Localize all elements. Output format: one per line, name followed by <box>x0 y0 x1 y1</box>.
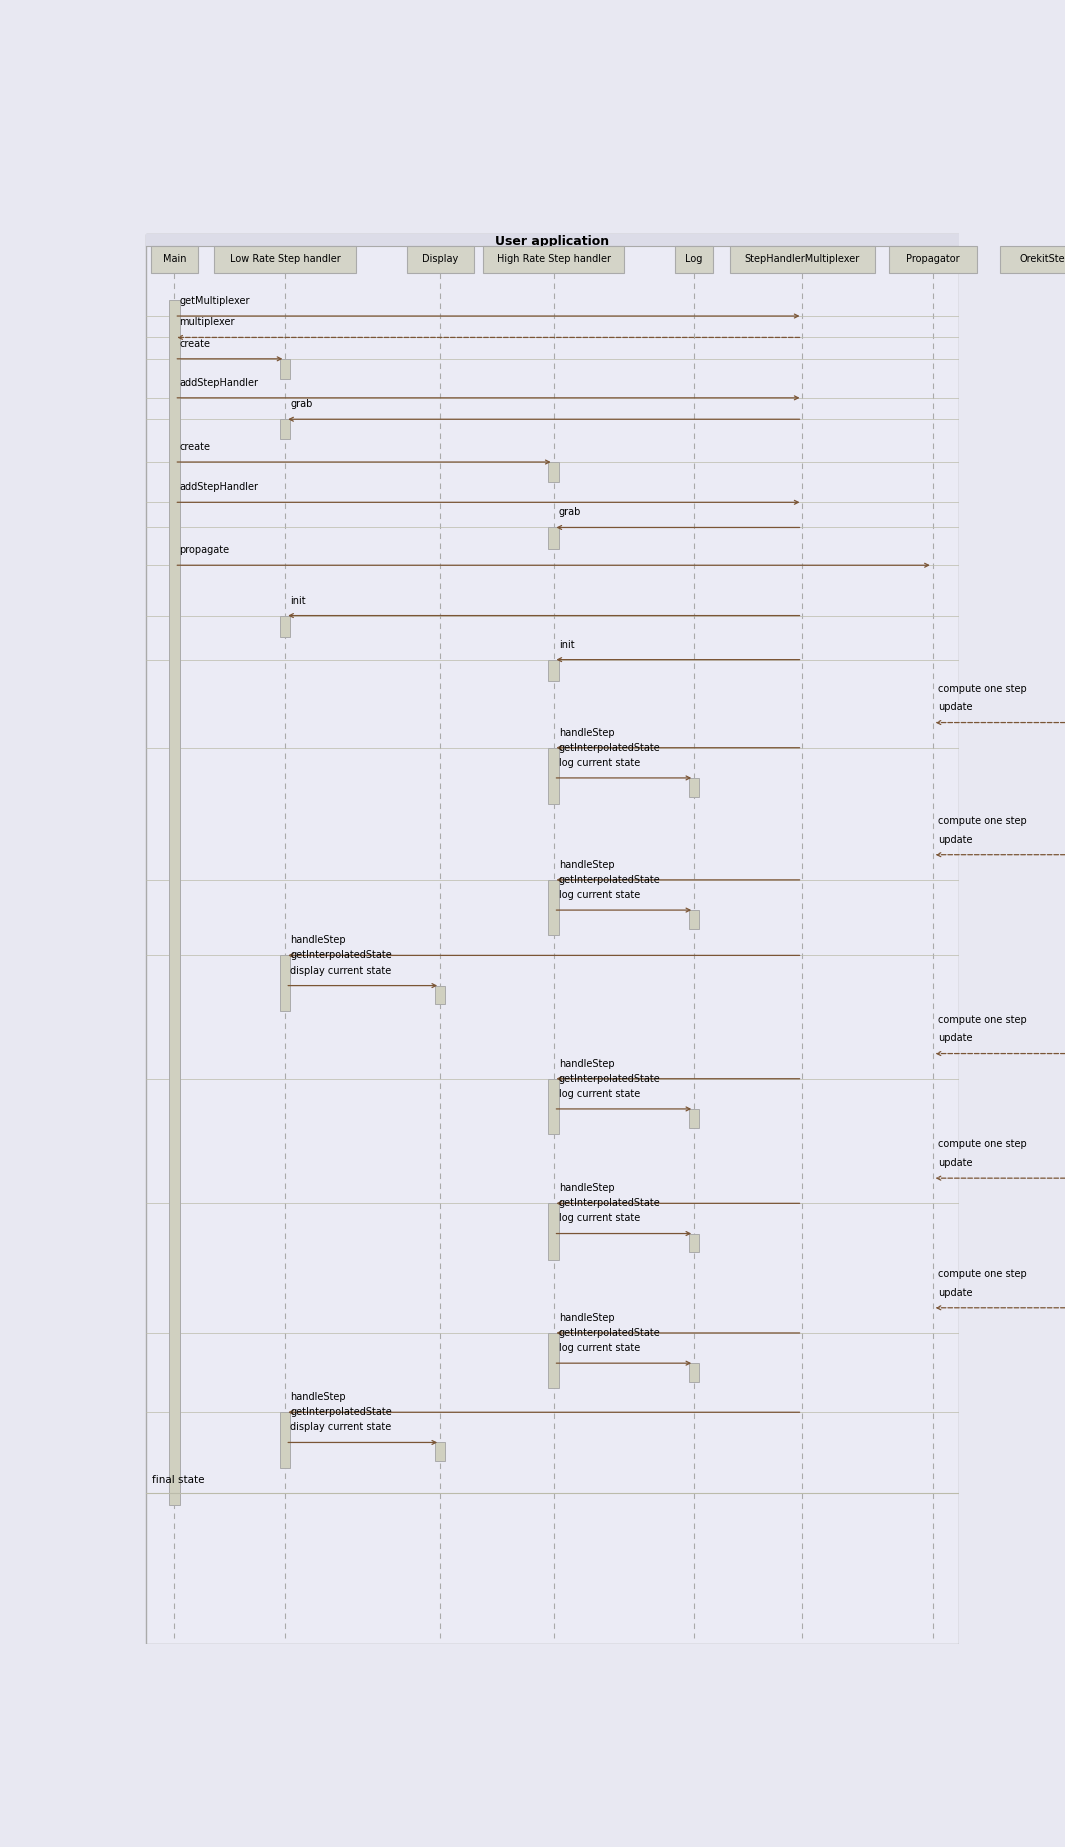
Text: display current state: display current state <box>291 966 392 975</box>
Bar <box>280 615 291 637</box>
Bar <box>1000 246 1065 273</box>
Text: addStepHandler: addStepHandler <box>180 379 259 388</box>
Text: create: create <box>180 441 211 453</box>
Bar <box>548 879 559 935</box>
Text: log current state: log current state <box>559 757 640 768</box>
Text: getInterpolatedState: getInterpolatedState <box>291 951 392 960</box>
Bar <box>482 246 624 273</box>
Text: Display: Display <box>422 255 458 264</box>
Bar <box>689 911 700 929</box>
Text: init: init <box>559 639 574 650</box>
Bar <box>435 1443 445 1461</box>
Bar <box>548 1334 559 1389</box>
Bar <box>146 235 958 246</box>
Text: grab: grab <box>559 508 581 517</box>
Text: handleStep: handleStep <box>559 728 615 737</box>
Bar <box>731 246 874 273</box>
Text: Low Rate Step handler: Low Rate Step handler <box>230 255 341 264</box>
Text: log current state: log current state <box>559 1343 640 1354</box>
Text: Propagator: Propagator <box>906 255 960 264</box>
Text: multiplexer: multiplexer <box>180 318 235 327</box>
Bar <box>689 1108 700 1129</box>
Text: getInterpolatedState: getInterpolatedState <box>559 1328 660 1337</box>
Text: High Rate Step handler: High Rate Step handler <box>496 255 610 264</box>
Text: compute one step: compute one step <box>938 1269 1027 1278</box>
Text: getInterpolatedState: getInterpolatedState <box>291 1407 392 1417</box>
Text: getInterpolatedState: getInterpolatedState <box>559 1199 660 1208</box>
Bar <box>548 1204 559 1260</box>
Text: compute one step: compute one step <box>938 1014 1027 1025</box>
Text: update: update <box>938 702 972 713</box>
Text: getInterpolatedState: getInterpolatedState <box>559 1073 660 1084</box>
Text: grab: grab <box>291 399 313 410</box>
Text: display current state: display current state <box>291 1422 392 1433</box>
Text: Main: Main <box>163 255 186 264</box>
Text: update: update <box>938 1034 972 1044</box>
Text: compute one step: compute one step <box>938 683 1027 694</box>
Text: update: update <box>938 835 972 844</box>
Bar <box>548 528 559 549</box>
Text: addStepHandler: addStepHandler <box>180 482 259 493</box>
Text: handleStep: handleStep <box>291 1393 346 1402</box>
Text: handleStep: handleStep <box>559 1184 615 1193</box>
Text: compute one step: compute one step <box>938 1140 1027 1149</box>
Text: compute one step: compute one step <box>938 816 1027 826</box>
Bar <box>280 358 291 379</box>
Bar <box>689 1234 700 1252</box>
Text: StepHandlerMultiplexer: StepHandlerMultiplexer <box>744 255 861 264</box>
Text: getInterpolatedState: getInterpolatedState <box>559 742 660 754</box>
Text: create: create <box>180 338 211 349</box>
Bar <box>548 748 559 803</box>
Text: handleStep: handleStep <box>559 1313 615 1322</box>
Bar <box>548 659 559 682</box>
Bar <box>280 419 291 440</box>
Bar <box>169 299 180 1505</box>
Bar <box>548 1079 559 1134</box>
Bar <box>675 246 714 273</box>
Text: final state: final state <box>152 1476 204 1485</box>
Text: propagate: propagate <box>180 545 230 556</box>
Text: getInterpolatedState: getInterpolatedState <box>559 875 660 885</box>
Bar <box>280 955 291 1010</box>
Bar <box>407 246 474 273</box>
Text: User application: User application <box>495 235 609 247</box>
Text: log current state: log current state <box>559 1213 640 1223</box>
Text: getMultiplexer: getMultiplexer <box>180 296 250 307</box>
Bar <box>214 246 356 273</box>
Text: update: update <box>938 1287 972 1298</box>
Text: Log: Log <box>686 255 703 264</box>
Text: init: init <box>291 595 306 606</box>
Text: handleStep: handleStep <box>559 861 615 870</box>
Bar <box>151 246 198 273</box>
Bar <box>689 1363 700 1382</box>
Text: handleStep: handleStep <box>291 935 346 946</box>
Text: update: update <box>938 1158 972 1167</box>
Bar <box>689 778 700 796</box>
Text: handleStep: handleStep <box>559 1058 615 1069</box>
Text: OrekitStepInterpolator: OrekitStepInterpolator <box>1020 255 1065 264</box>
Bar <box>435 986 445 1005</box>
Bar <box>548 462 559 482</box>
Text: log current state: log current state <box>559 1090 640 1099</box>
Bar <box>280 1413 291 1468</box>
Text: log current state: log current state <box>559 890 640 899</box>
Bar <box>889 246 977 273</box>
